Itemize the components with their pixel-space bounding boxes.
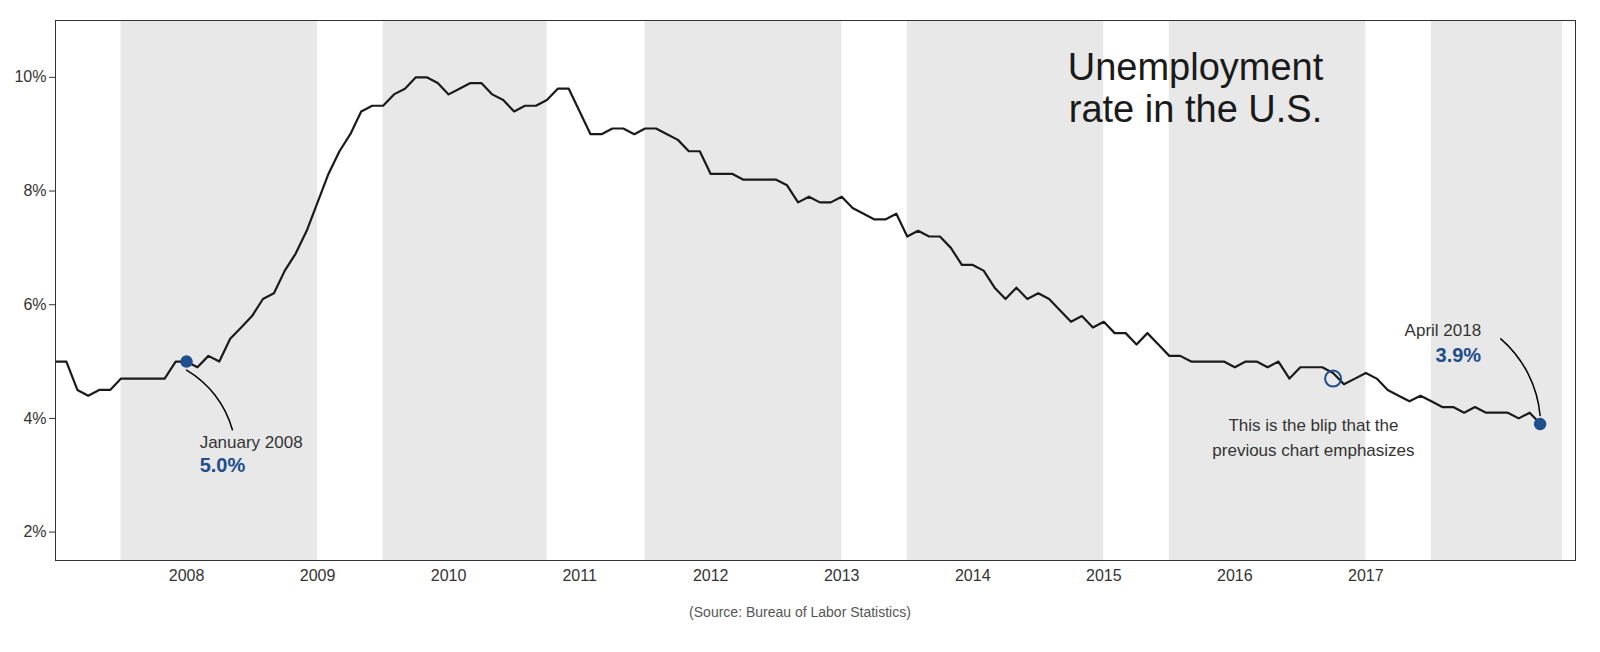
svg-text:8%: 8% xyxy=(23,182,46,199)
svg-text:2014: 2014 xyxy=(955,567,991,584)
svg-text:2017: 2017 xyxy=(1348,567,1384,584)
svg-text:This is the blip that theprevi: This is the blip that theprevious chart … xyxy=(1212,416,1414,461)
svg-text:2%: 2% xyxy=(23,523,46,540)
svg-text:2009: 2009 xyxy=(300,567,336,584)
svg-text:2012: 2012 xyxy=(693,567,729,584)
svg-text:4%: 4% xyxy=(23,410,46,427)
svg-text:January 2008: January 2008 xyxy=(200,433,303,452)
svg-text:2016: 2016 xyxy=(1217,567,1253,584)
svg-text:2013: 2013 xyxy=(824,567,860,584)
html-text:(Source: Bureau of Labor Stati: (Source: Bureau of Labor Statistics) xyxy=(689,604,911,620)
svg-text:10%: 10% xyxy=(14,68,46,85)
svg-text:2011: 2011 xyxy=(562,567,597,584)
svg-text:April 2018: April 2018 xyxy=(1405,321,1482,340)
svg-text:3.9%: 3.9% xyxy=(1436,344,1482,366)
svg-text:2008: 2008 xyxy=(169,567,205,584)
svg-text:2010: 2010 xyxy=(431,567,467,584)
svg-text:5.0%: 5.0% xyxy=(200,454,246,476)
svg-text:6%: 6% xyxy=(23,296,46,313)
svg-text:Unemploymentrate in the U.S.: Unemploymentrate in the U.S. xyxy=(1068,46,1324,130)
svg-text:2015: 2015 xyxy=(1086,567,1122,584)
